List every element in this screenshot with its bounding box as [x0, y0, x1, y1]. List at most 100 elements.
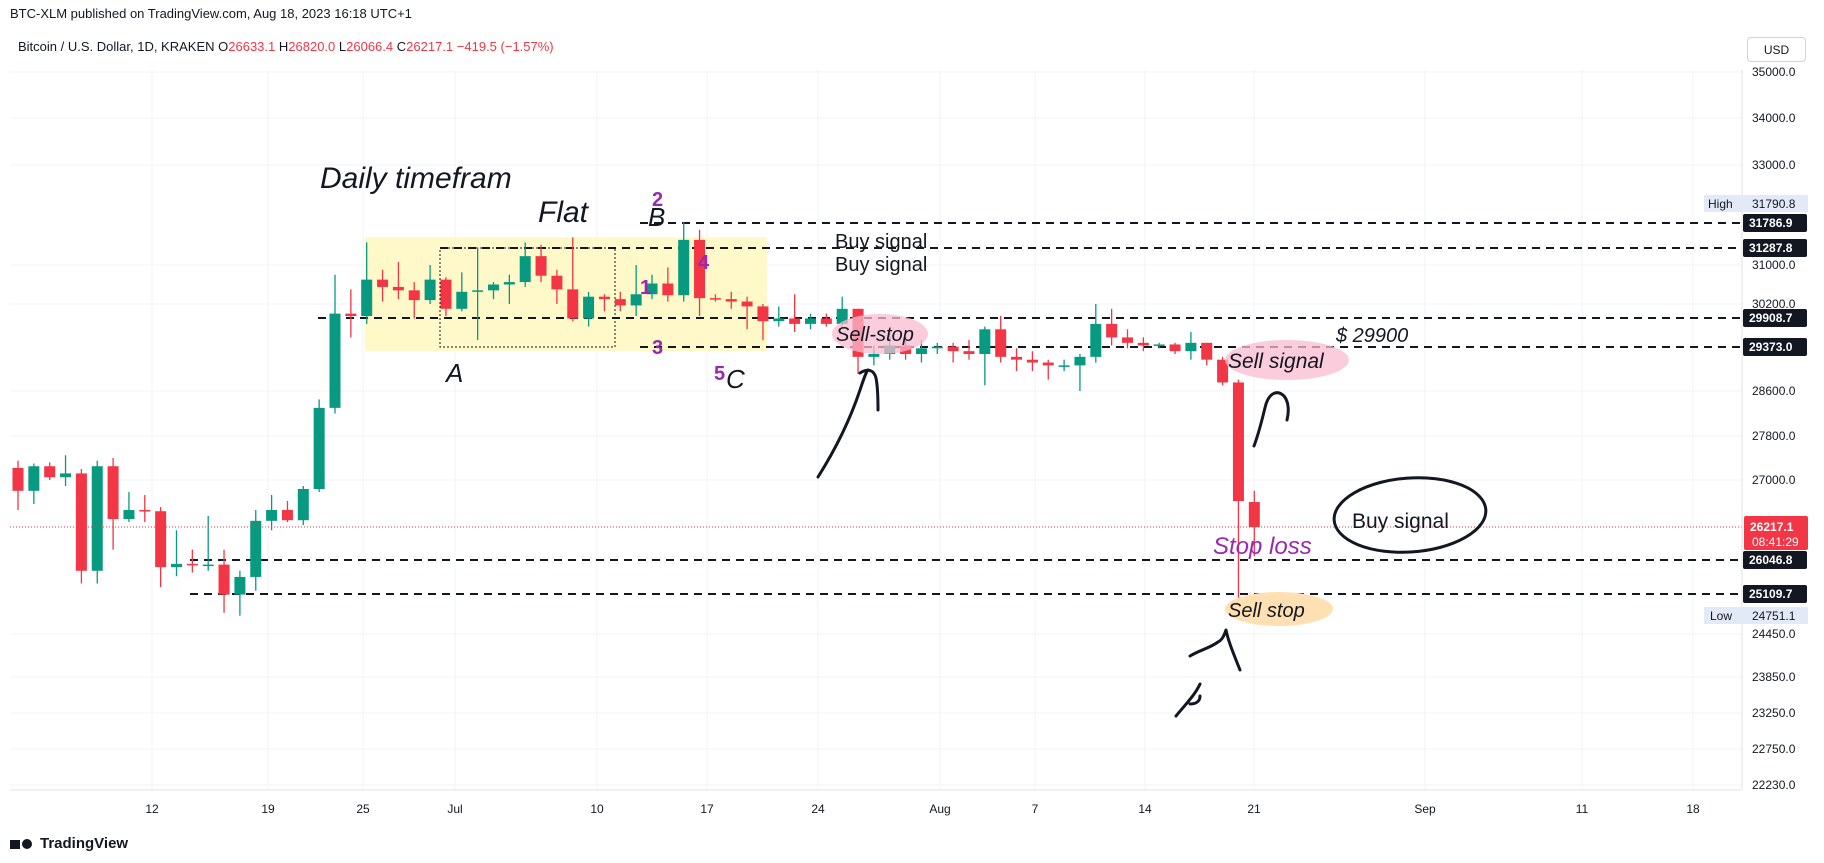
time-tick-label: 24	[811, 802, 825, 816]
candle	[741, 296, 753, 330]
level-price-tag-text: 31287.8	[1749, 241, 1793, 255]
price-tick-label: 27000.0	[1752, 473, 1796, 487]
candle	[551, 269, 563, 304]
time-tick-label: 21	[1247, 802, 1261, 816]
open-value: 26633.1	[228, 39, 276, 54]
candle	[392, 262, 404, 300]
candle-body	[266, 510, 278, 521]
candle-body	[107, 466, 119, 520]
candle-body	[694, 239, 706, 299]
candle-body	[805, 318, 816, 324]
candle	[488, 282, 499, 300]
wave-range-box	[439, 247, 616, 348]
level-price-tags: 31786.9 31287.8 29908.7 29373.0 26046.8 25109…	[1743, 214, 1807, 603]
candle	[408, 282, 420, 319]
candle	[583, 291, 595, 327]
candle	[281, 501, 293, 523]
candle	[266, 495, 278, 531]
last-price-tag: 26217.1 08:41:29	[1744, 516, 1808, 550]
time-tick-label: 12	[145, 802, 159, 816]
low-label: L	[338, 39, 347, 54]
candle-body	[725, 299, 737, 302]
tradingview-brand: TradingView	[40, 835, 129, 852]
close-label: C	[396, 39, 407, 54]
candle-body	[123, 510, 135, 520]
candle	[1026, 351, 1038, 372]
candle-body	[709, 298, 721, 300]
sell-stop-mid-label: Sell-stop	[836, 324, 914, 346]
low-label: Low	[1710, 609, 1732, 623]
candle	[931, 342, 943, 355]
low-value: 26066.4	[346, 39, 394, 54]
candle	[123, 492, 135, 523]
candle	[1090, 304, 1102, 363]
currency-button[interactable]: USD	[1747, 37, 1806, 62]
candle-body	[773, 318, 785, 322]
level-price-tag-text: 29908.7	[1749, 311, 1793, 325]
low-value: 24751.1	[1752, 609, 1796, 623]
candle-body	[519, 256, 531, 283]
candle	[598, 294, 610, 312]
time-tick-label: Jul	[447, 802, 462, 816]
candle	[345, 289, 357, 338]
candle	[1122, 329, 1133, 349]
symbol-name: Bitcoin / U.S. Dollar, 1D, KRAKEN	[18, 39, 215, 54]
candle-body	[440, 279, 452, 309]
price-tick-label: 22750.0	[1752, 742, 1796, 756]
candle-body	[186, 563, 198, 566]
candle-body	[1074, 356, 1086, 366]
candle	[1201, 342, 1213, 366]
candle	[789, 294, 801, 333]
candle	[60, 455, 72, 487]
candle-body	[598, 296, 610, 300]
candle	[1058, 359, 1070, 372]
candle-body	[995, 329, 1007, 357]
candle	[995, 316, 1007, 363]
candle-body	[202, 564, 214, 567]
time-tick-label: 14	[1138, 802, 1152, 816]
candle	[1153, 342, 1165, 349]
candle	[107, 458, 119, 550]
time-tick-label: 11	[1576, 802, 1589, 816]
candle-body	[963, 351, 975, 355]
grid	[10, 70, 1742, 790]
candle-body	[678, 239, 690, 296]
open-label: O	[218, 39, 229, 54]
candle-body	[488, 284, 499, 291]
candle	[1074, 354, 1086, 391]
candle	[1169, 342, 1181, 355]
buy-signal-circle-label: Buy signal	[1352, 510, 1449, 533]
candle-body	[44, 466, 56, 478]
price-tick-label: 34000.0	[1752, 111, 1796, 125]
candle-body	[218, 564, 230, 595]
candle-body	[408, 290, 420, 301]
candle-body	[1058, 365, 1070, 367]
candle-body	[979, 329, 991, 355]
candle	[186, 549, 198, 573]
wave-4-label: 4	[698, 252, 710, 274]
publisher-line: BTC-XLM published on TradingView.com, Au…	[10, 6, 412, 21]
candle	[646, 274, 658, 300]
candle-body	[1042, 362, 1054, 366]
wave-1-label: 1	[640, 277, 651, 299]
candle	[139, 495, 151, 523]
candle	[1232, 379, 1244, 616]
candle-body	[313, 407, 325, 490]
level-price-tag: 29373.0	[1743, 338, 1807, 356]
candle	[805, 313, 816, 330]
candle-body	[915, 348, 927, 355]
candle	[155, 507, 167, 588]
price-tick-label: 23850.0	[1752, 670, 1796, 684]
candlestick-chart[interactable]: 35000.0 34000.0 33000.0 31000.0 30200.0 28600…	[0, 0, 1824, 830]
candle-body	[741, 301, 753, 307]
candle	[440, 277, 452, 317]
candle-body	[171, 563, 182, 568]
candle-body	[662, 283, 674, 296]
candle-body	[424, 279, 436, 301]
candle	[91, 460, 103, 584]
candle-body	[1232, 382, 1244, 502]
candle-body	[947, 346, 959, 352]
candle-body	[551, 275, 563, 290]
candle	[963, 340, 975, 360]
wave-3-label: 3	[652, 337, 663, 359]
